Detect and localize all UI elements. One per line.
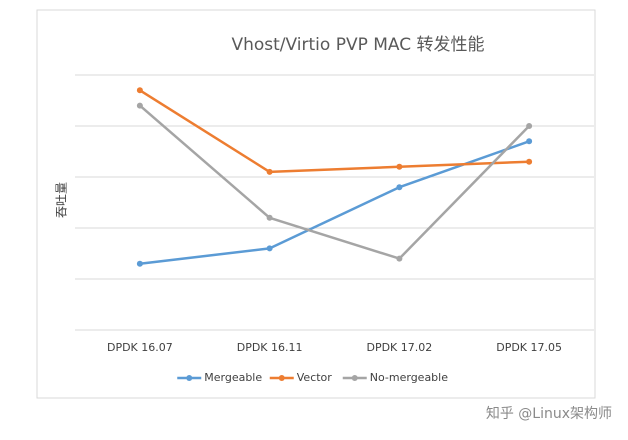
chart-title: Vhost/Virtio PVP MAC 转发性能 [231, 35, 484, 55]
legend-marker [186, 375, 193, 381]
data-point [526, 158, 533, 165]
data-point [266, 168, 273, 175]
legend-marker [351, 375, 358, 381]
legend-label: No-mergeable [370, 371, 448, 384]
data-point [266, 245, 273, 252]
data-point [526, 123, 533, 129]
data-point [396, 163, 403, 170]
watermark: 知乎 @Linux架构师 [486, 405, 612, 422]
x-tick-label: DPDK 16.11 [237, 341, 303, 354]
legend-marker [278, 375, 285, 381]
series-line [139, 104, 531, 260]
x-tick-label: DPDK 17.02 [366, 341, 432, 354]
y-axis-label: 吞吐量 [55, 182, 69, 218]
data-point [136, 102, 143, 109]
data-point [136, 260, 143, 267]
data-point [266, 214, 273, 221]
data-point [396, 255, 403, 262]
data-point [136, 87, 143, 94]
chart-frame [36, 9, 596, 399]
x-tick-label: DPDK 16.07 [107, 341, 173, 354]
x-tick-label: DPDK 17.05 [496, 341, 562, 354]
series-line [139, 89, 530, 174]
legend-label: Vector [297, 371, 333, 384]
data-point [396, 184, 403, 191]
data-point [526, 138, 533, 145]
legend-label: Mergeable [204, 371, 262, 384]
